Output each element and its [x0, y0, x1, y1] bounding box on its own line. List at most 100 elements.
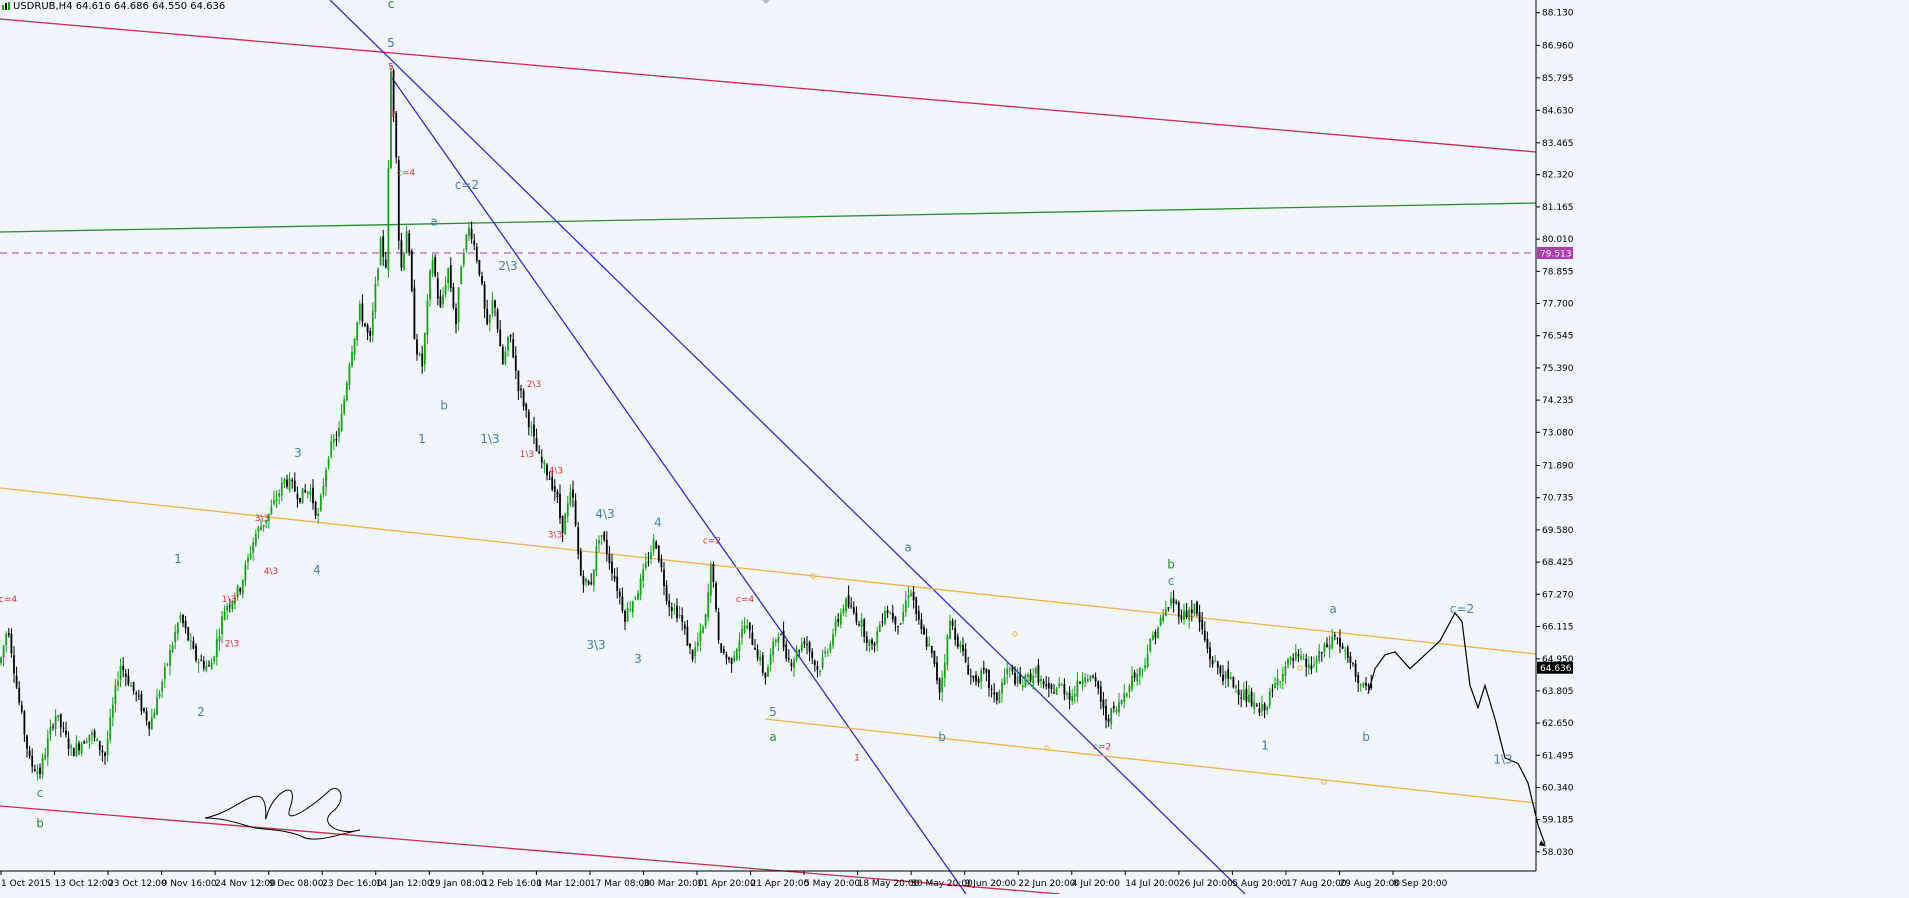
candle-body — [241, 580, 244, 595]
candle-body — [1302, 658, 1305, 660]
lower-red-channel-line — [0, 805, 1061, 895]
candle-body — [460, 266, 463, 285]
candle-body — [434, 257, 437, 276]
candle-body — [301, 488, 304, 504]
candle-body — [1027, 674, 1029, 678]
candle-body — [972, 675, 975, 679]
candle-body — [650, 552, 652, 559]
candle-body — [1136, 673, 1139, 682]
time-tick-label: 1 Mar 12:00 — [536, 879, 591, 889]
candle-body — [1183, 610, 1185, 621]
price-tick-label: 58.030 — [1542, 848, 1574, 858]
candle-body — [990, 688, 993, 690]
candle-body — [1328, 644, 1331, 650]
candle-body — [920, 619, 923, 630]
projection-path — [1367, 611, 1546, 847]
candle-body — [1307, 664, 1310, 669]
candle-body — [1177, 602, 1180, 617]
candle-body — [1209, 647, 1211, 660]
candle-body — [478, 260, 481, 275]
candle-body — [358, 304, 361, 320]
candle-body — [158, 693, 161, 697]
candle-body — [348, 364, 351, 386]
price-tick-label: 62.650 — [1542, 719, 1574, 729]
candle-body — [59, 714, 62, 728]
candle-body — [509, 334, 512, 337]
candle-body — [314, 501, 317, 516]
candle-body — [1138, 668, 1141, 677]
marked-level-badge — [1537, 246, 1573, 259]
candle-body — [886, 610, 889, 614]
candle-body — [613, 575, 616, 580]
candle-body — [1281, 674, 1284, 682]
candle-body — [335, 438, 338, 440]
candle-body — [1180, 616, 1183, 620]
candle-body — [967, 665, 970, 675]
candle-body — [156, 696, 158, 715]
candle-body — [483, 283, 486, 309]
candle-body — [1362, 682, 1365, 687]
candle-body — [873, 642, 876, 646]
candle-body — [1060, 684, 1063, 686]
candle-body — [598, 540, 600, 544]
candle-body — [1268, 691, 1271, 706]
candle-body — [39, 767, 41, 775]
candle-body — [1024, 674, 1027, 687]
price-tick-label: 70.735 — [1542, 494, 1574, 504]
candle-body — [98, 740, 101, 750]
candle-body — [995, 692, 998, 701]
candle-body — [1349, 656, 1352, 663]
candle-body — [1167, 607, 1170, 609]
candle-body — [975, 674, 977, 682]
candle-body — [1313, 664, 1315, 666]
candle-body — [356, 322, 359, 341]
time-tick-label: 21 Apr 20:00 — [751, 879, 810, 889]
candle-body — [317, 513, 320, 516]
candle-body — [1053, 692, 1055, 694]
candle-body — [652, 538, 655, 552]
candle-body — [858, 624, 860, 626]
time-tick-label: 22 Jun 20:00 — [1018, 879, 1075, 889]
time-tick-label: 23 Oct 12:00 — [108, 879, 167, 889]
wave-label: 1 — [418, 432, 426, 446]
candle-body — [1066, 693, 1068, 696]
candle-body — [977, 678, 980, 683]
candle-body — [26, 735, 28, 749]
candle-body — [1229, 677, 1232, 679]
candle-body — [839, 613, 842, 625]
candle-body — [702, 627, 704, 633]
candle-body — [631, 601, 634, 613]
candle-body — [31, 755, 34, 767]
price-tick-label: 80.010 — [1542, 235, 1574, 245]
candle-body — [215, 638, 218, 658]
price-tick-label: 86.960 — [1542, 41, 1574, 51]
candle-body — [1097, 681, 1100, 689]
candle-body — [670, 607, 673, 612]
price-tick-label: 78.855 — [1542, 267, 1574, 277]
candle-body — [860, 619, 863, 628]
candle-body — [1253, 701, 1256, 710]
candle-body — [442, 295, 444, 305]
candle-body — [234, 597, 236, 605]
candle-body — [982, 667, 985, 670]
candle-body — [384, 259, 387, 268]
wave-label: c=2 — [455, 178, 479, 192]
candle-body — [686, 626, 689, 646]
candle-body — [2, 645, 5, 658]
time-tick-label: 26 Jul 20:00 — [1179, 879, 1233, 889]
candle-body — [62, 727, 65, 729]
candle-body — [1300, 655, 1302, 659]
candle-body — [444, 284, 447, 295]
candle-body — [819, 670, 821, 673]
candle-body — [124, 673, 127, 677]
candle-body — [1287, 659, 1289, 666]
candle-body — [1016, 675, 1019, 684]
candle-body — [330, 441, 333, 457]
candle-body — [379, 238, 382, 266]
candle-body — [1125, 693, 1128, 697]
candle-body — [1092, 675, 1094, 677]
candle-body — [691, 650, 694, 660]
wave-label: 4 — [313, 563, 321, 577]
